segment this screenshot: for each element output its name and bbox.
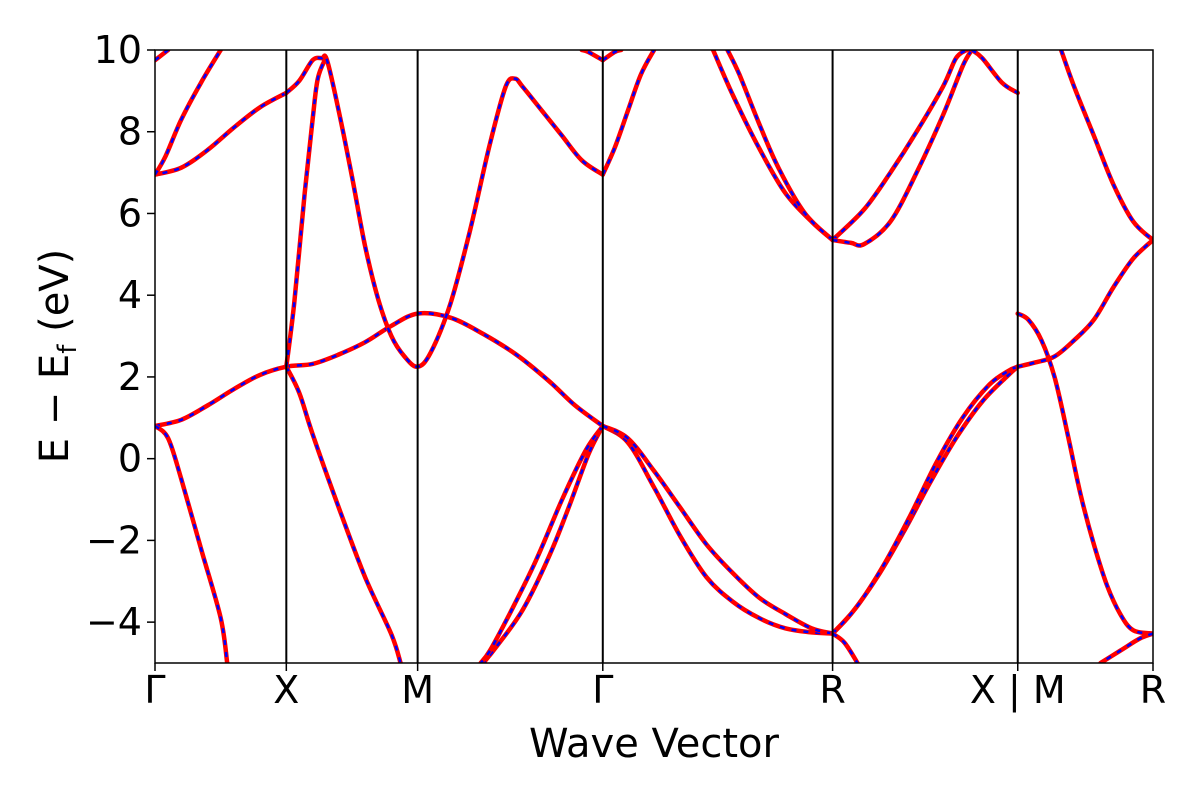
band-0-dashed-line xyxy=(155,311,604,428)
x-tick-label-6: R xyxy=(1140,668,1166,712)
y-tick-label-0: −4 xyxy=(86,600,142,644)
band-1-dashed-line xyxy=(155,424,229,663)
band-12-solid-line xyxy=(478,423,606,663)
band-24-dashed-line xyxy=(1017,312,1153,635)
band-8-solid-line xyxy=(600,50,657,177)
band-5-dashed-line xyxy=(155,50,222,176)
band-26-solid-line xyxy=(1058,50,1153,243)
band-2-solid-line xyxy=(284,364,403,663)
y-tick-label-5: 6 xyxy=(118,191,142,235)
y-axis-title-unit: (eV) xyxy=(32,249,78,345)
y-axis-title: E − Ef (eV) xyxy=(32,249,83,464)
y-tick-label-7: 10 xyxy=(94,28,142,72)
band-14-dashed-line xyxy=(602,424,833,635)
band-21-dashed-line xyxy=(831,365,1019,635)
band-13-dashed-line xyxy=(602,424,833,635)
y-tick-label-3: 2 xyxy=(118,355,142,399)
band-17-solid-line xyxy=(830,50,969,243)
y-tick-label-2: 0 xyxy=(118,437,142,481)
band-10-dashed-line xyxy=(602,50,622,62)
band-25-dashed-line xyxy=(1099,632,1153,663)
band-19-dashed-line xyxy=(971,50,1019,94)
bands-layer xyxy=(155,50,1153,663)
y-tick-label-6: 8 xyxy=(118,110,142,154)
x-axis-title: Wave Vector xyxy=(529,721,780,767)
x-tick-label-1: X xyxy=(273,668,299,712)
y-tick-label-4: 4 xyxy=(118,273,142,317)
y-tick-label-1: −2 xyxy=(86,518,142,562)
band-11-solid-line xyxy=(481,423,606,663)
x-tick-label-5: X | M xyxy=(970,668,1066,713)
band-16-dashed-line xyxy=(726,50,834,241)
x-axis-ticks: Γ X M Γ R X | M R xyxy=(144,663,1166,713)
x-tick-label-3: Γ xyxy=(592,668,613,712)
kpoint-lines xyxy=(285,50,1019,663)
band-4-dashed-line xyxy=(155,91,287,176)
band-23-solid-line xyxy=(1015,237,1153,369)
x-tick-label-0: Γ xyxy=(144,668,165,712)
plot-frame xyxy=(154,49,1154,664)
band-3-dashed-line xyxy=(285,57,327,367)
band-9-dashed-line xyxy=(581,50,604,62)
x-tick-label-2: M xyxy=(401,668,434,712)
y-axis-ticks: −4 −2 0 2 4 6 8 10 xyxy=(86,28,155,644)
band-18-solid-line xyxy=(830,50,975,248)
y-axis-title-main: E − E xyxy=(32,354,78,464)
x-tick-label-4: R xyxy=(819,668,845,712)
y-axis-title-subscript: f xyxy=(53,344,83,354)
band-22-dashed-line xyxy=(831,632,859,663)
